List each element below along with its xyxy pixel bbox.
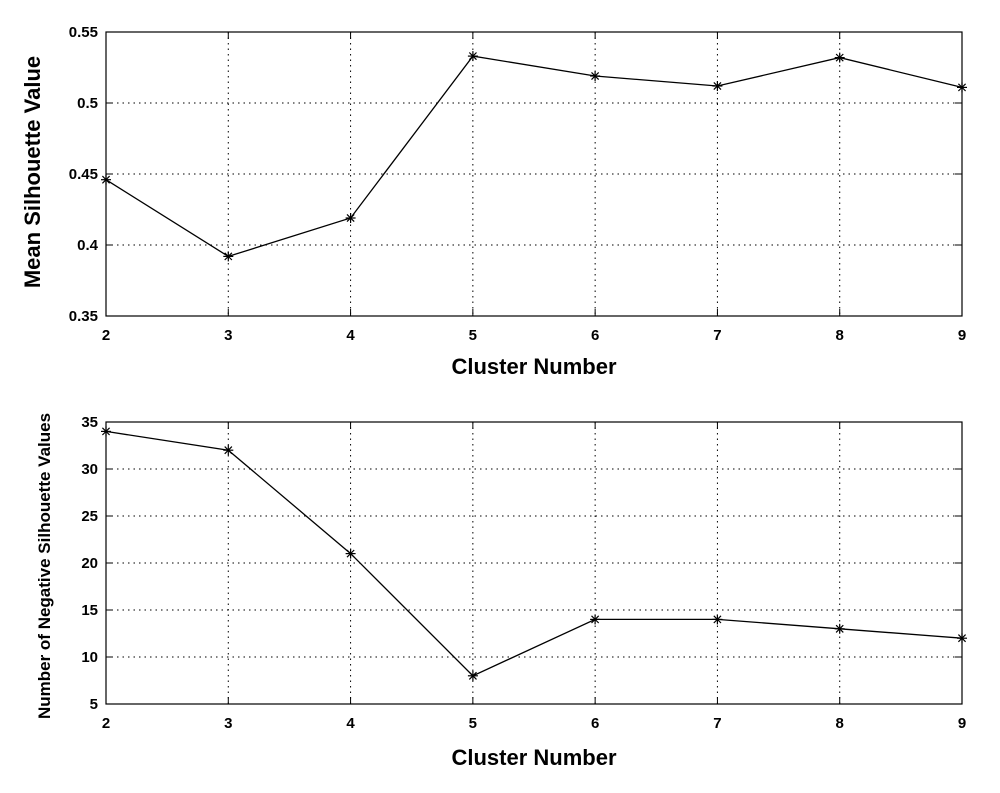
x-tick-label: 2 (102, 715, 110, 732)
x-tick-label: 3 (224, 715, 232, 732)
x-axis-label: Cluster Number (451, 745, 616, 770)
data-point-marker (957, 633, 967, 644)
y-tick-label: 15 (81, 602, 98, 619)
x-tick-label: 5 (469, 327, 477, 344)
y-tick-label: 0.45 (69, 166, 98, 183)
y-tick-labels: 0.35 0.4 0.45 0.5 0.55 (69, 24, 99, 325)
x-tick-label: 6 (591, 327, 599, 344)
axis-ticks (105, 31, 963, 317)
grid-lines (106, 32, 962, 316)
data-point-marker (834, 52, 845, 63)
x-tick-label: 4 (346, 715, 355, 732)
x-tick-label: 3 (224, 327, 232, 344)
y-tick-label: 10 (81, 649, 98, 666)
x-tick-label: 2 (102, 327, 110, 344)
data-markers (101, 426, 967, 681)
plot-frame (105, 31, 963, 317)
axis-ticks (105, 421, 963, 705)
data-point-marker (467, 51, 478, 62)
x-tick-label: 8 (836, 715, 844, 732)
data-markers (101, 51, 967, 262)
x-tick-label: 9 (958, 715, 966, 732)
data-point-marker (101, 174, 111, 185)
grid-lines (106, 422, 962, 704)
y-tick-label: 0.35 (69, 308, 98, 325)
data-point-marker (223, 445, 234, 456)
negative-silhouette-count-chart: 2 3 4 5 6 7 8 9 5 10 15 20 25 30 35 Cluster Number Nu… (35, 413, 967, 770)
data-point-marker (467, 670, 478, 681)
data-point-marker (223, 251, 234, 262)
x-tick-label: 7 (713, 327, 721, 344)
data-point-marker (957, 82, 967, 93)
silhouette-mean-chart: 2 3 4 5 6 7 8 9 0.35 0.4 0.45 0.5 0.55 Cluster Numb… (20, 24, 967, 379)
data-point-marker (590, 614, 601, 625)
data-point-marker (345, 213, 356, 223)
y-tick-label: 0.5 (77, 95, 98, 112)
x-tick-label: 4 (346, 327, 355, 344)
y-tick-label: 20 (81, 555, 98, 572)
y-axis-label: Mean Silhouette Value (20, 56, 45, 288)
y-tick-label: 25 (81, 508, 98, 525)
data-point-marker (345, 548, 356, 559)
y-tick-label: 35 (81, 414, 98, 431)
data-point-marker (834, 623, 845, 634)
y-tick-label: 30 (81, 461, 98, 478)
plot-frame (105, 421, 963, 705)
x-tick-labels: 2 3 4 5 6 7 8 9 (102, 715, 966, 732)
x-tick-label: 5 (469, 715, 477, 732)
y-tick-label: 5 (90, 696, 98, 713)
x-tick-label: 8 (836, 327, 844, 344)
data-point-marker (590, 71, 601, 81)
data-point-marker (712, 614, 723, 625)
y-tick-label: 0.4 (77, 237, 99, 254)
data-point-marker (712, 81, 723, 91)
x-axis-label: Cluster Number (451, 354, 616, 379)
y-tick-labels: 5 10 15 20 25 30 35 (81, 414, 98, 713)
series-line (105, 430, 963, 677)
series-line (105, 55, 963, 258)
x-tick-label: 9 (958, 327, 966, 344)
data-point-marker (101, 426, 111, 437)
y-axis-label: Number of Negative Silhouette Values (35, 413, 54, 719)
x-tick-label: 7 (713, 715, 721, 732)
x-tick-label: 6 (591, 715, 599, 732)
x-tick-labels: 2 3 4 5 6 7 8 9 (102, 327, 966, 344)
y-tick-label: 0.55 (69, 24, 98, 41)
